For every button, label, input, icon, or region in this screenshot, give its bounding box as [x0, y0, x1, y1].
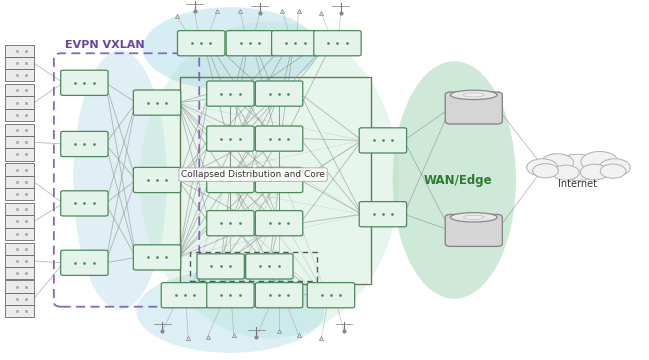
Circle shape — [554, 154, 601, 180]
FancyBboxPatch shape — [61, 191, 108, 216]
FancyBboxPatch shape — [308, 283, 354, 308]
Circle shape — [600, 164, 626, 178]
FancyBboxPatch shape — [256, 126, 302, 151]
FancyBboxPatch shape — [197, 254, 244, 279]
FancyBboxPatch shape — [5, 203, 34, 215]
FancyBboxPatch shape — [177, 31, 225, 56]
FancyBboxPatch shape — [5, 280, 34, 293]
Ellipse shape — [143, 7, 318, 90]
FancyBboxPatch shape — [5, 84, 34, 96]
Ellipse shape — [136, 270, 324, 353]
Ellipse shape — [73, 50, 167, 310]
FancyBboxPatch shape — [256, 283, 302, 308]
FancyBboxPatch shape — [5, 176, 34, 188]
FancyBboxPatch shape — [206, 167, 254, 193]
Text: WAN/Edge: WAN/Edge — [423, 174, 492, 186]
Ellipse shape — [140, 22, 399, 338]
FancyBboxPatch shape — [206, 283, 254, 308]
FancyBboxPatch shape — [445, 92, 502, 124]
FancyBboxPatch shape — [61, 70, 108, 95]
FancyBboxPatch shape — [245, 254, 293, 279]
Ellipse shape — [463, 93, 484, 97]
FancyBboxPatch shape — [5, 243, 34, 255]
FancyBboxPatch shape — [5, 69, 34, 81]
FancyBboxPatch shape — [227, 31, 274, 56]
Circle shape — [552, 165, 580, 180]
FancyBboxPatch shape — [5, 109, 34, 121]
Circle shape — [541, 154, 574, 172]
FancyBboxPatch shape — [5, 45, 34, 57]
Ellipse shape — [450, 213, 497, 222]
Text: Collapsed Distribution and Core: Collapsed Distribution and Core — [181, 170, 325, 179]
Ellipse shape — [463, 215, 484, 219]
Ellipse shape — [393, 61, 516, 299]
FancyBboxPatch shape — [256, 81, 302, 106]
FancyBboxPatch shape — [134, 167, 180, 193]
Bar — [180, 77, 371, 284]
FancyBboxPatch shape — [256, 167, 302, 193]
FancyBboxPatch shape — [5, 267, 34, 279]
FancyBboxPatch shape — [5, 293, 34, 305]
Text: Internet: Internet — [558, 179, 597, 189]
FancyBboxPatch shape — [256, 211, 302, 236]
FancyBboxPatch shape — [5, 305, 34, 317]
FancyBboxPatch shape — [314, 31, 361, 56]
Circle shape — [580, 164, 609, 180]
FancyBboxPatch shape — [61, 131, 108, 157]
FancyBboxPatch shape — [360, 202, 406, 227]
FancyBboxPatch shape — [5, 215, 34, 228]
FancyBboxPatch shape — [161, 283, 208, 308]
Bar — [190, 252, 317, 281]
Circle shape — [581, 152, 618, 172]
FancyBboxPatch shape — [360, 128, 406, 153]
FancyBboxPatch shape — [5, 228, 34, 240]
FancyBboxPatch shape — [271, 31, 319, 56]
FancyBboxPatch shape — [5, 57, 34, 69]
FancyBboxPatch shape — [5, 96, 34, 109]
Text: EVPN VXLAN: EVPN VXLAN — [65, 40, 145, 50]
FancyBboxPatch shape — [5, 255, 34, 267]
FancyBboxPatch shape — [206, 126, 254, 151]
FancyBboxPatch shape — [61, 250, 108, 275]
FancyBboxPatch shape — [445, 215, 502, 246]
FancyBboxPatch shape — [206, 81, 254, 106]
FancyBboxPatch shape — [5, 124, 34, 136]
Ellipse shape — [450, 90, 497, 100]
FancyBboxPatch shape — [5, 163, 34, 176]
Circle shape — [599, 159, 630, 176]
FancyBboxPatch shape — [5, 188, 34, 200]
Circle shape — [533, 164, 558, 178]
FancyBboxPatch shape — [206, 211, 254, 236]
Circle shape — [526, 159, 557, 176]
FancyBboxPatch shape — [5, 136, 34, 148]
FancyBboxPatch shape — [134, 90, 180, 115]
FancyBboxPatch shape — [134, 245, 180, 270]
FancyBboxPatch shape — [5, 148, 34, 161]
